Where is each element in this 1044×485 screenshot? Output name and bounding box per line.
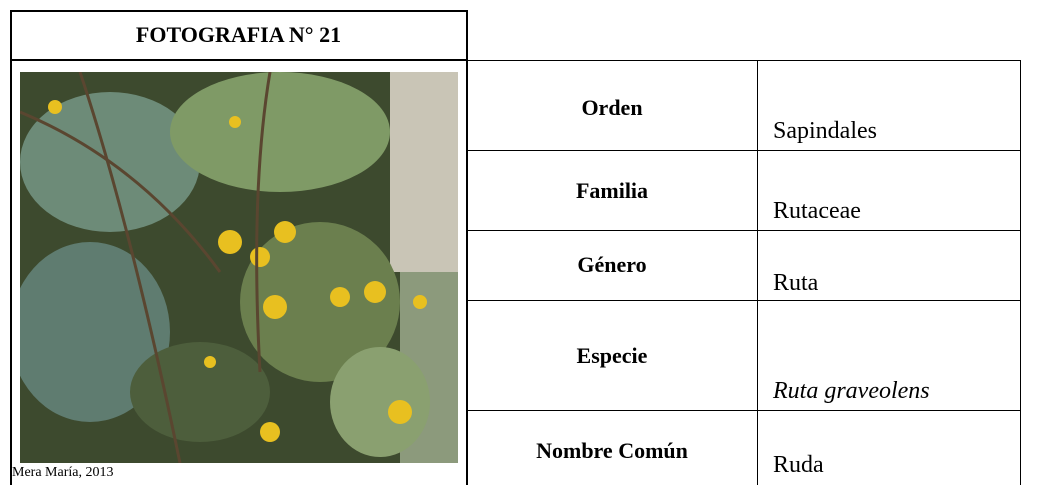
row-value: Sapindales <box>773 118 877 144</box>
border <box>10 59 468 61</box>
border <box>10 10 468 12</box>
border <box>467 410 1021 411</box>
border <box>757 60 758 485</box>
row-label: Especie <box>576 343 648 368</box>
border <box>1020 60 1021 485</box>
header-title: FOTOGRAFIA N° 21 <box>135 22 342 47</box>
row-value: Ruta <box>773 270 819 296</box>
row-value: Ruda <box>773 452 824 478</box>
row-label: Género <box>577 252 647 277</box>
border <box>467 150 1021 151</box>
row-value: Rutaceae <box>773 198 861 224</box>
photo <box>20 72 458 463</box>
border <box>467 300 1021 301</box>
photo-caption: Mera María, 2013 <box>12 465 114 480</box>
row-label: Orden <box>581 95 643 120</box>
border <box>466 10 468 485</box>
row-label: Familia <box>575 178 649 203</box>
border <box>10 10 12 485</box>
border <box>467 230 1021 231</box>
border <box>467 60 1021 61</box>
row-label: Nombre Común <box>536 438 688 463</box>
row-value: Ruta graveolens <box>773 378 930 404</box>
